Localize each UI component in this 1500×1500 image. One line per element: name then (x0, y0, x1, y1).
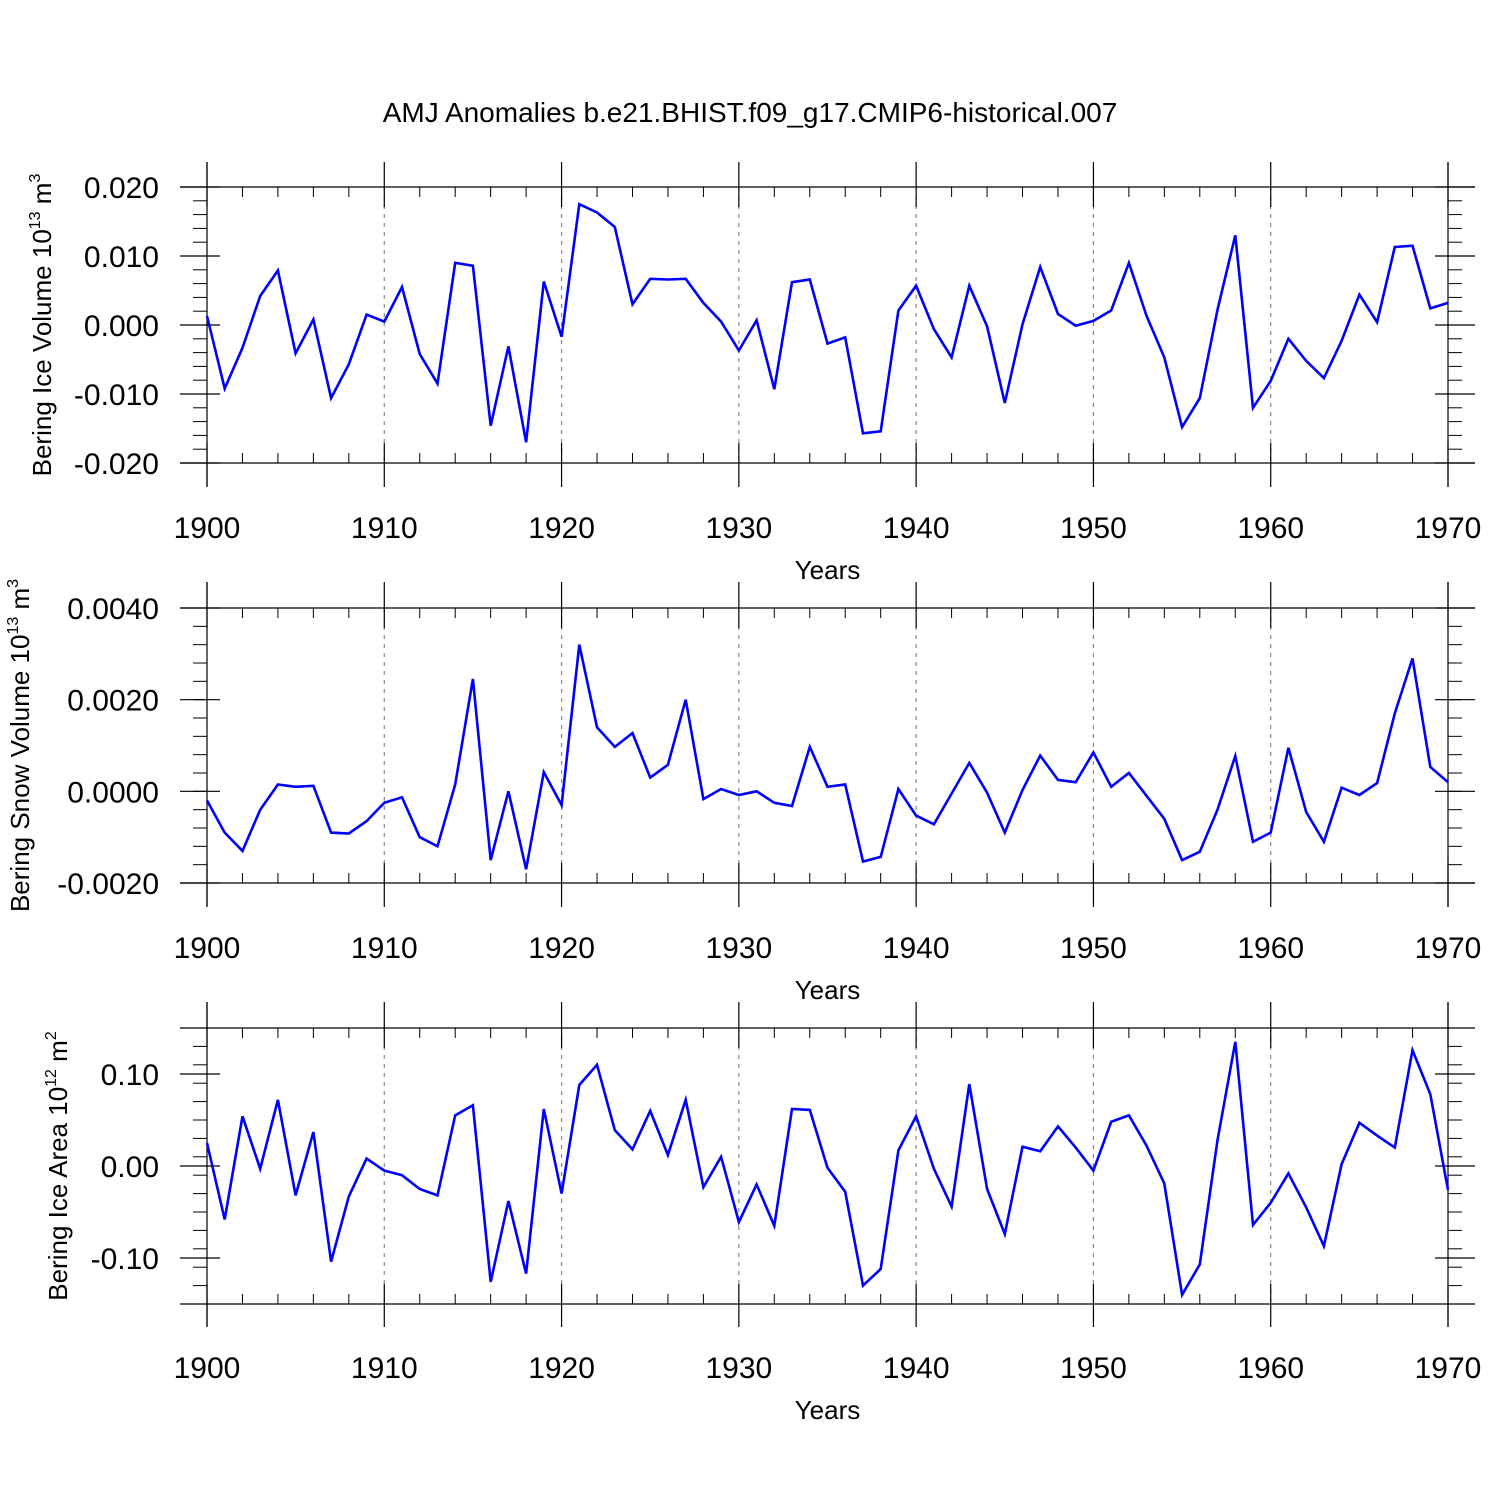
x-axis-title: Years (795, 555, 861, 585)
x-tick-label: 1930 (705, 932, 772, 965)
series-line-ice-volume (205, 202, 1449, 443)
y-axis-title: Bering Ice Area 1012 m2 (43, 1031, 73, 1301)
y-tick-label: 0.010 (84, 241, 159, 274)
y-tick-label: 0.00 (101, 1151, 159, 1184)
panel-ice-area: -0.10 0.00 0.10 1900 1910 1920 1930 1940 1950 196… (43, 1002, 1481, 1425)
y-axis-title-exponent: 13 (5, 617, 22, 635)
y-tick-label: 0.020 (84, 172, 159, 205)
x-tick-label: 1960 (1237, 512, 1304, 545)
x-tick-label: 1900 (174, 932, 241, 965)
y-tick-label: -0.010 (74, 379, 159, 412)
y-axis-title-unit: m (27, 183, 57, 212)
y-axis-title-text: Bering Ice Volume 10 (27, 229, 57, 476)
x-tick-label: 1910 (351, 932, 418, 965)
x-tick-label: 1970 (1415, 512, 1482, 545)
x-tick-label: 1950 (1060, 1352, 1127, 1385)
x-tick-label: 1900 (174, 1352, 241, 1385)
x-tick-label: 1960 (1237, 932, 1304, 965)
x-tick-label: 1940 (883, 932, 950, 965)
y-axis-title-unit: m (43, 1040, 73, 1069)
x-tick-label: 1910 (351, 512, 418, 545)
y-axis-title-unit: m (5, 588, 35, 617)
x-tick-label: 1960 (1237, 1352, 1304, 1385)
y-tick-label: -0.020 (74, 448, 159, 481)
y-tick-label: -0.10 (91, 1243, 159, 1276)
panel-ice-volume: -0.020 -0.010 0.000 0.010 0.020 1900 1910 1920 1… (27, 162, 1481, 585)
y-axis-title-text: Bering Ice Area 10 (43, 1087, 73, 1301)
x-axis-title: Years (795, 1395, 861, 1425)
x-axis-title: Years (795, 975, 861, 1005)
figure-title: AMJ Anomalies b.e21.BHIST.f09_g17.CMIP6-… (383, 97, 1118, 128)
y-tick-label: -0.0020 (57, 868, 159, 901)
x-tick-label: 1930 (705, 1352, 772, 1385)
x-tick-label: 1940 (883, 1352, 950, 1385)
y-tick-label: 0.0040 (67, 593, 159, 626)
series-line-snow-volume (205, 644, 1449, 870)
x-tick-label: 1950 (1060, 932, 1127, 965)
x-tick-label: 1950 (1060, 512, 1127, 545)
x-tick-label: 1940 (883, 512, 950, 545)
y-axis-title-exponent: 13 (27, 211, 44, 229)
y-axis-title-exponent: 12 (43, 1069, 60, 1087)
x-tick-label: 1920 (528, 932, 595, 965)
y-axis-title-unit-exponent: 3 (27, 174, 44, 183)
panels: -0.020 -0.010 0.000 0.010 0.020 1900 1910 1920 1… (5, 162, 1481, 1425)
x-tick-label: 1970 (1415, 932, 1482, 965)
y-tick-label: 0.10 (101, 1059, 159, 1092)
series-line-ice-area (205, 1041, 1450, 1299)
x-tick-label: 1910 (351, 1352, 418, 1385)
x-tick-label: 1920 (528, 512, 595, 545)
y-tick-label: 0.0000 (67, 776, 159, 809)
y-axis-title: Bering Snow Volume 1013 m3 (5, 579, 35, 912)
x-tick-label: 1920 (528, 1352, 595, 1385)
y-tick-label: 0.0020 (67, 685, 159, 718)
x-tick-label: 1970 (1415, 1352, 1482, 1385)
x-tick-label: 1930 (705, 512, 772, 545)
panel-snow-volume: -0.0020 0.0000 0.0020 0.0040 1900 1910 1920 193… (5, 579, 1481, 1005)
y-axis-title-unit-exponent: 3 (5, 579, 22, 588)
y-axis-title-unit-exponent: 2 (43, 1031, 60, 1040)
y-tick-label: 0.000 (84, 310, 159, 343)
x-tick-label: 1900 (174, 512, 241, 545)
y-axis-title-text: Bering Snow Volume 10 (5, 635, 35, 913)
y-axis-title: Bering Ice Volume 1013 m3 (27, 174, 57, 477)
